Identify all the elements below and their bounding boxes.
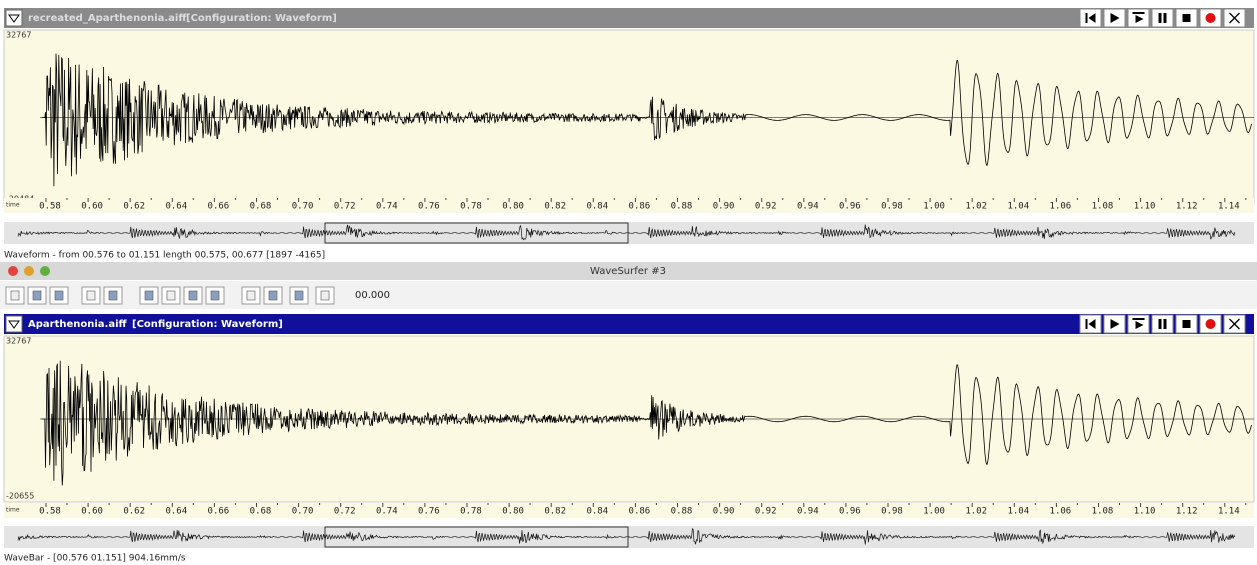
- time-tick-label: 1.12: [1176, 507, 1198, 517]
- file-name: recreated_Aparthenonia.aiff: [28, 13, 187, 24]
- time-tick-label: 0.72: [334, 507, 356, 517]
- close-light[interactable]: [8, 266, 18, 276]
- time-tick-label: 0.98: [881, 507, 903, 517]
- window-title: WaveSurfer #3: [590, 266, 666, 277]
- time-tick-label: 1.14: [1218, 202, 1240, 212]
- time-tick-label: 0.62: [123, 507, 145, 517]
- tool-icon: [11, 291, 19, 300]
- y-max-label: 32767: [6, 337, 31, 346]
- time-tick-label: 0.92: [755, 202, 777, 212]
- time-tick-label: 1.00: [923, 507, 945, 517]
- time-tick-label: 0.84: [586, 202, 608, 212]
- time-tick-label: 0.92: [755, 507, 777, 517]
- time-tick-label: 0.94: [797, 202, 819, 212]
- time-tick-label: 0.96: [839, 202, 861, 212]
- app-window: WaveSurfer #3 00.000 recreated_Apartheno…: [0, 0, 1257, 565]
- status-text: Waveform - from 00.576 to 01.151 length …: [4, 251, 325, 261]
- status-text: WaveBar - [00.576 01.151] 904.16mm/s: [4, 554, 186, 564]
- time-tick-label: 0.60: [81, 507, 103, 517]
- time-tick-label: 1.08: [1092, 507, 1114, 517]
- collapse-toggle[interactable]: [6, 316, 22, 332]
- time-tick-label: 0.66: [208, 507, 230, 517]
- time-tick-label: 0.64: [165, 507, 187, 517]
- time-tick-label: 1.04: [1007, 507, 1029, 517]
- time-tick-label: 0.80: [502, 507, 524, 517]
- time-tick-label: 1.08: [1092, 202, 1114, 212]
- minimize-light[interactable]: [24, 266, 34, 276]
- transport-button[interactable]: [1152, 315, 1173, 333]
- tool-icon: [295, 291, 303, 300]
- time-tick-label: 0.70: [292, 202, 314, 212]
- time-tick-label: 0.60: [81, 202, 103, 212]
- y-min-label: -20655: [6, 492, 34, 501]
- time-tick-label: 0.86: [629, 507, 651, 517]
- time-tick-label: 1.14: [1218, 507, 1240, 517]
- time-tick-label: 0.90: [713, 507, 735, 517]
- record-icon: [1206, 13, 1216, 23]
- tool-icon: [87, 291, 95, 300]
- file-name: Aparthenonia.aiff: [28, 319, 128, 330]
- time-tick-label: 0.76: [418, 202, 440, 212]
- time-tick-label: 0.70: [292, 507, 314, 517]
- time-tick-label: 1.06: [1050, 507, 1072, 517]
- tool-icon: [145, 291, 153, 300]
- collapse-toggle[interactable]: [6, 10, 22, 26]
- time-axis-label: time: [6, 507, 20, 514]
- time-tick-label: 0.90: [713, 202, 735, 212]
- transport-button[interactable]: [1152, 9, 1173, 27]
- time-tick-label: 0.94: [797, 507, 819, 517]
- time-tick-label: 1.02: [965, 202, 987, 212]
- time-tick-label: 0.64: [165, 202, 187, 212]
- time-tick-label: 0.68: [250, 507, 272, 517]
- time-tick-label: 0.74: [376, 507, 398, 517]
- time-tick-label: 0.72: [334, 202, 356, 212]
- zoom-light[interactable]: [40, 266, 50, 276]
- time-tick-label: 0.88: [671, 202, 693, 212]
- time-tick-label: 1.10: [1134, 507, 1156, 517]
- configuration: [Configuration: Waveform]: [186, 13, 337, 24]
- tool-icon: [55, 291, 63, 300]
- tool-icon: [269, 291, 277, 300]
- time-tick-label: 0.74: [376, 202, 398, 212]
- tool-icon: [109, 291, 117, 300]
- time-tick-label: 0.78: [460, 202, 482, 212]
- time-tick-label: 0.58: [39, 507, 61, 517]
- configuration: [Configuration: Waveform]: [132, 319, 283, 330]
- time-tick-label: 0.78: [460, 507, 482, 517]
- tool-icon: [321, 291, 329, 300]
- tool-icon: [189, 291, 197, 300]
- record-icon: [1206, 319, 1216, 329]
- time-tick-label: 0.96: [839, 507, 861, 517]
- time-tick-label: 1.02: [965, 507, 987, 517]
- time-tick-label: 0.82: [544, 507, 566, 517]
- time-tick-label: 1.00: [923, 202, 945, 212]
- time-axis-label: time: [6, 202, 20, 209]
- time-tick-label: 0.58: [39, 202, 61, 212]
- time-tick-label: 0.62: [123, 202, 145, 212]
- time-tick-label: 1.06: [1050, 202, 1072, 212]
- time-tick-label: 0.88: [671, 507, 693, 517]
- time-tick-label: 0.76: [418, 507, 440, 517]
- time-tick-label: 0.80: [502, 202, 524, 212]
- time-tick-label: 0.68: [250, 202, 272, 212]
- time-field-text: 00.000: [355, 290, 390, 301]
- transport-icon: [1183, 14, 1191, 22]
- tool-icon: [33, 291, 41, 300]
- transport-icon: [1183, 320, 1191, 328]
- tool-icon: [247, 291, 255, 300]
- tool-icon: [211, 291, 219, 300]
- y-max-label: 32767: [6, 31, 31, 40]
- time-tick-label: 1.04: [1007, 202, 1029, 212]
- time-tick-label: 1.12: [1176, 202, 1198, 212]
- time-tick-label: 0.66: [208, 202, 230, 212]
- time-tick-label: 0.82: [544, 202, 566, 212]
- time-tick-label: 0.98: [881, 202, 903, 212]
- time-tick-label: 0.84: [586, 507, 608, 517]
- page: {"panes": [ {"file": "recreated_Aparthen…: [0, 0, 1257, 565]
- time-tick-label: 0.86: [629, 202, 651, 212]
- tool-icon: [167, 291, 175, 300]
- time-tick-label: 1.10: [1134, 202, 1156, 212]
